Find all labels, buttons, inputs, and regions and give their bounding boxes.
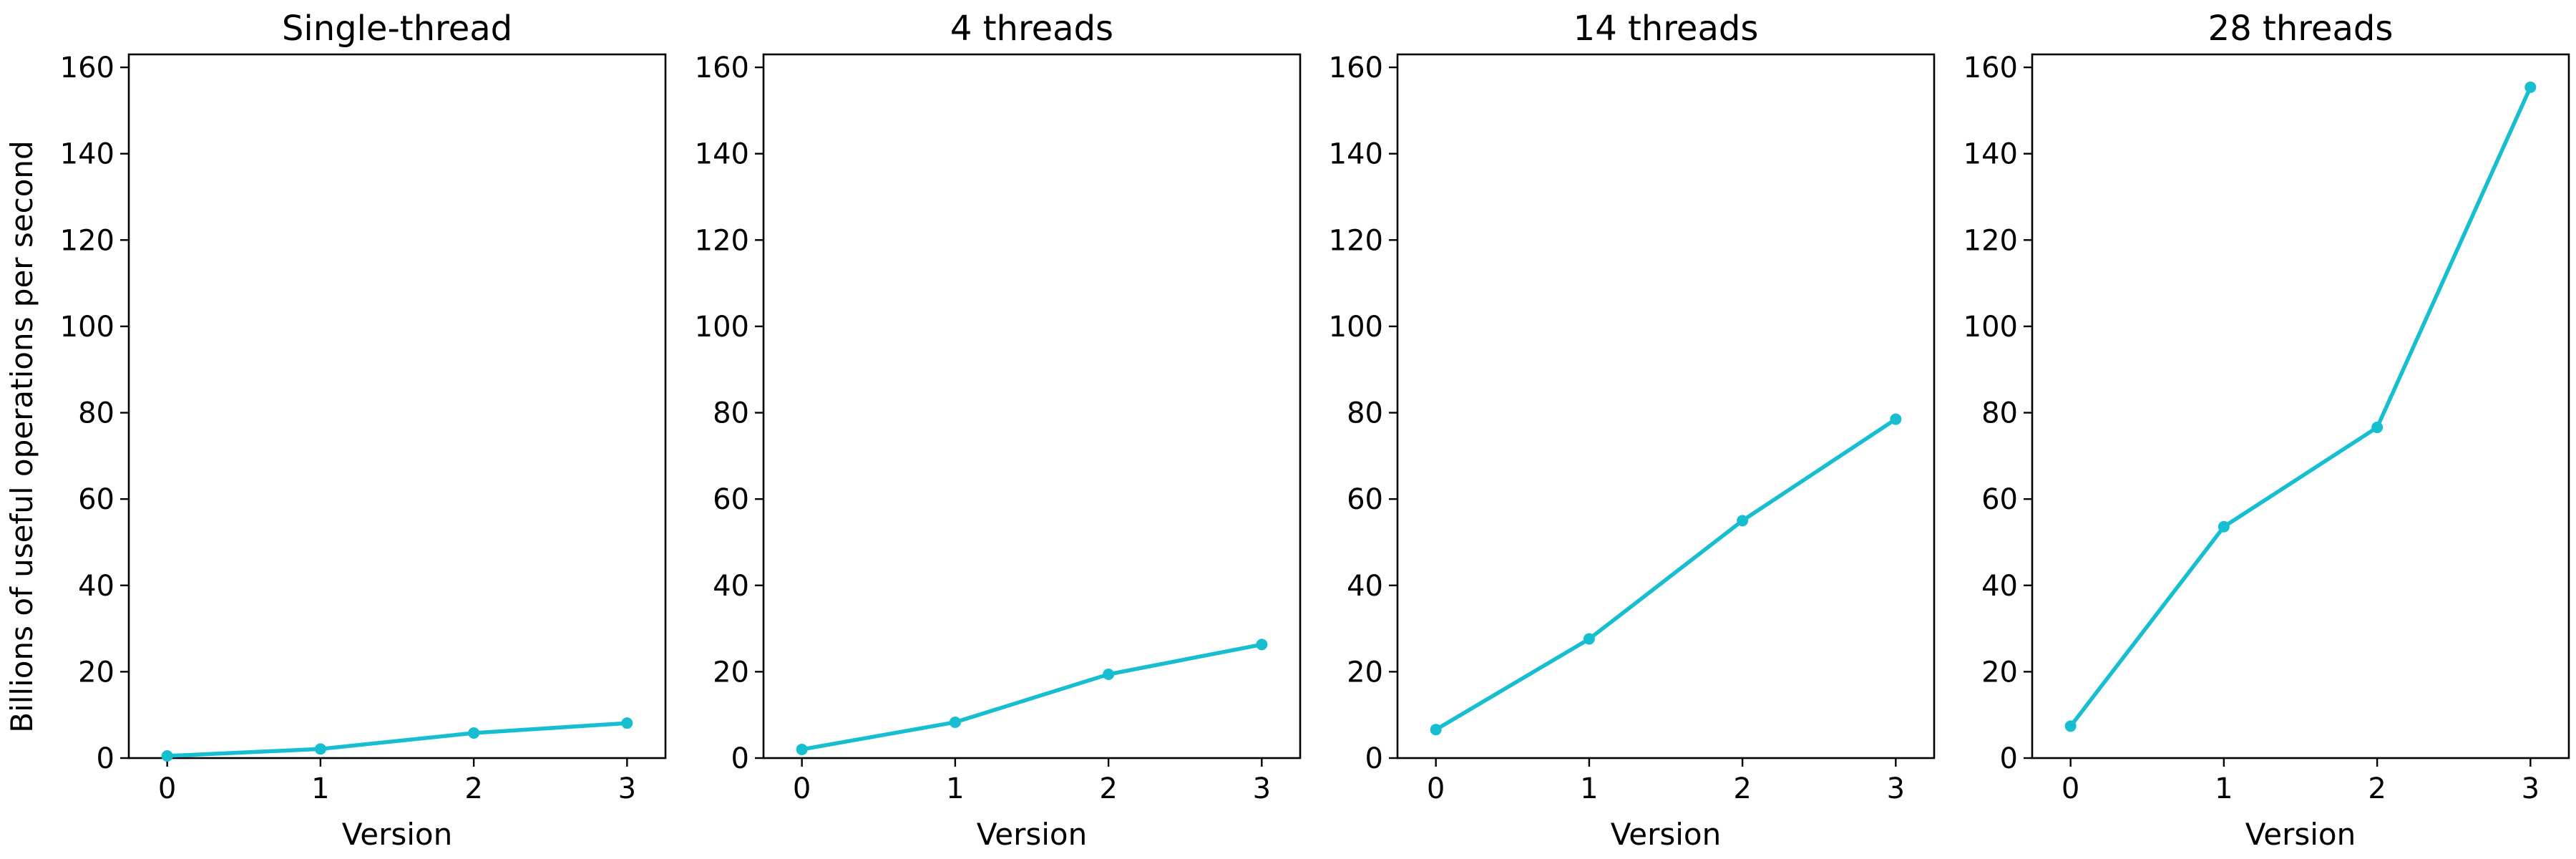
y-tick-label: 100: [695, 311, 749, 344]
data-point: [468, 727, 480, 739]
data-point: [161, 749, 173, 762]
x-tick-label: 1: [1580, 772, 1598, 805]
y-tick-label: 80: [1347, 397, 1383, 430]
panel-2: 4 threads 0 20 40 60 80 100 120 140 160 0 1 2 3 Versio…: [695, 9, 1302, 852]
y-tick-label: 40: [1981, 570, 2018, 603]
y-tick-label: 80: [1981, 397, 2018, 430]
y-tick-label: 60: [713, 483, 749, 516]
y-tick-label: 160: [60, 52, 114, 84]
x-tick-label: 0: [2062, 772, 2079, 805]
plot-area-frame: [762, 53, 1302, 759]
data-point: [2218, 520, 2230, 533]
x-tick-label: 2: [1099, 772, 1117, 805]
data-point: [314, 743, 326, 755]
data-point: [2064, 720, 2077, 732]
x-tick-label: 0: [793, 772, 811, 805]
y-tick-label: 0: [2000, 742, 2018, 775]
x-axis-title: Version: [342, 817, 452, 852]
y-tick-label: 160: [695, 52, 749, 84]
data-point: [949, 716, 961, 728]
y-tick-label: 0: [731, 742, 749, 775]
series-line: [799, 642, 1264, 752]
x-axis-title: Version: [1611, 817, 1721, 852]
y-tick-label: 60: [78, 483, 114, 516]
data-point: [796, 743, 808, 755]
y-tick-label: 100: [1963, 311, 2018, 344]
x-tick-label: 3: [1253, 772, 1271, 805]
y-tick-label: 20: [1981, 656, 2018, 689]
series-line: [2068, 85, 2533, 729]
data-point: [621, 717, 633, 729]
x-tick-label: 3: [2522, 772, 2540, 805]
plot-area-frame: [2031, 53, 2570, 759]
y-tick-label: 100: [60, 311, 114, 344]
data-point: [1737, 515, 1749, 527]
x-tick-label: 0: [1427, 772, 1445, 805]
y-tick-label: 120: [1963, 224, 2018, 257]
y-tick-label: 140: [60, 138, 114, 171]
y-tick-label: 140: [695, 138, 749, 171]
data-point: [1103, 669, 1115, 681]
data-point: [1256, 639, 1268, 651]
data-point: [1890, 413, 1902, 425]
y-tick-label: 40: [78, 570, 114, 603]
x-tick-label: 1: [2215, 772, 2233, 805]
y-tick-label: 40: [1347, 570, 1383, 603]
y-axis-title: Billions of useful operations per second: [4, 140, 39, 732]
series-line: [165, 721, 630, 758]
panel-3: 14 threads 0 20 40 60 80 100 120 140 160 0 1 2 3 Versi…: [1329, 9, 1936, 852]
y-tick-label: 60: [1981, 483, 2018, 516]
y-tick-label: 140: [1963, 138, 2018, 171]
y-tick-label: 160: [1963, 52, 2018, 84]
y-tick-label: 80: [78, 397, 114, 430]
x-tick-label: 1: [946, 772, 964, 805]
x-axis-title: Version: [977, 817, 1087, 852]
data-point: [2371, 422, 2384, 434]
x-axis-title: Version: [2245, 817, 2356, 852]
y-tick-label: 120: [695, 224, 749, 257]
y-tick-label: 20: [713, 656, 749, 689]
data-point: [2524, 81, 2537, 93]
x-tick-label: 2: [2368, 772, 2386, 805]
plot-area-frame: [127, 53, 667, 759]
y-tick-label: 40: [713, 570, 749, 603]
panel-title: 28 threads: [2208, 9, 2394, 49]
y-tick-label: 0: [97, 742, 114, 775]
plot-area-frame: [1396, 53, 1936, 759]
y-tick-label: 140: [1329, 138, 1383, 171]
panel-1: Single-thread 0 20 40 60 80 100 120 140 160 0 1 2 3 Ve…: [60, 9, 667, 852]
data-point: [1583, 633, 1595, 645]
y-tick-label: 80: [713, 397, 749, 430]
y-tick-label: 20: [78, 656, 114, 689]
y-tick-label: 20: [1347, 656, 1383, 689]
x-tick-label: 2: [464, 772, 482, 805]
panel-title: 14 threads: [1574, 9, 1759, 49]
panel-title: Single-thread: [282, 9, 512, 49]
y-tick-label: 120: [1329, 224, 1383, 257]
data-point: [1430, 724, 1442, 736]
y-tick-label: 100: [1329, 311, 1383, 344]
y-tick-label: 160: [1329, 52, 1383, 84]
x-tick-label: 1: [311, 772, 329, 805]
panel-4: 28 threads 0 20 40 60 80 100 120 140 160 0 1 2 3 Versi…: [1963, 9, 2570, 852]
x-tick-label: 0: [158, 772, 176, 805]
series-line: [1433, 417, 1898, 732]
y-tick-label: 120: [60, 224, 114, 257]
panel-title: 4 threads: [950, 9, 1113, 49]
y-tick-label: 0: [1365, 742, 1383, 775]
x-tick-label: 3: [618, 772, 636, 805]
x-tick-label: 2: [1733, 772, 1751, 805]
x-tick-label: 3: [1887, 772, 1905, 805]
y-tick-label: 60: [1347, 483, 1383, 516]
